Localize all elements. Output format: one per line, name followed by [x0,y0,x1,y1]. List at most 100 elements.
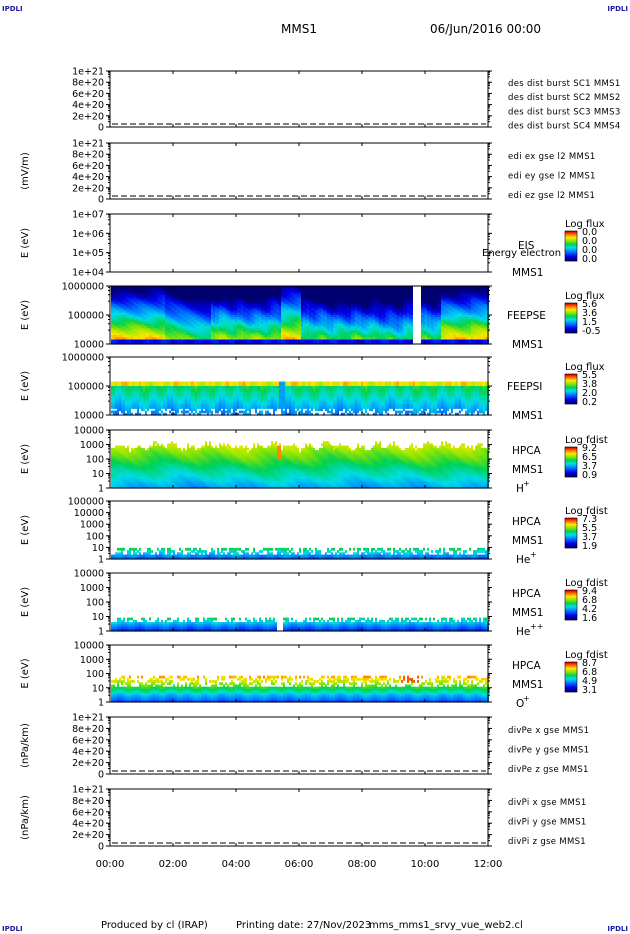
heatmap-cell [153,335,155,338]
heatmap-cell [125,312,127,316]
heatmap-cell [121,321,123,325]
heatmap-cell [123,308,125,312]
heatmap-cell [195,312,197,316]
heatmap-cell [155,332,157,336]
heatmap-cell [151,288,153,292]
heatmap-cell [133,315,135,318]
heatmap-cell [121,290,123,294]
heatmap-cell [135,337,137,341]
heatmap-cell [175,294,177,298]
heatmap-cell [163,319,165,323]
heatmap-cell [177,319,179,323]
legend-entry: edi ey gse l2 MMS1 [508,172,596,182]
heatmap-cell [197,328,199,332]
heatmap-cell [155,341,157,345]
heatmap-cell [117,323,119,327]
heatmap-cell [177,328,179,332]
heatmap-cell [127,332,129,336]
heatmap-cell [115,319,117,323]
heatmap-cell [163,308,165,312]
heatmap-cell [139,290,141,294]
heatmap-cell [119,297,121,300]
heatmap-cell [153,339,155,343]
heatmap-cell [199,290,201,294]
heatmap-cell [197,286,199,289]
heatmap-cell [189,299,191,303]
heatmap-cell [199,303,201,307]
heatmap-cell [157,321,159,325]
heatmap-cell [129,328,131,332]
heatmap-cell [193,308,195,312]
heatmap-cell [157,290,159,294]
heatmap-cell [183,337,185,341]
colorbar-cell [565,255,577,257]
heatmap-cell [169,294,171,298]
heatmap-cell [111,319,113,323]
heatmap-cell [201,326,203,329]
heatmap-cell [131,317,133,321]
heatmap-cell [155,297,157,300]
heatmap-cell [153,303,155,307]
heatmap-cell [187,294,189,298]
heatmap-cell [149,310,151,314]
heatmap-cell [173,299,175,303]
heatmap-cell [125,286,127,289]
colorbar-cell [565,235,577,237]
heatmap-cell [201,288,203,292]
heatmap-cell [139,301,141,305]
heatmap-cell [111,290,113,294]
heatmap-cell [115,297,117,300]
heatmap-cell [131,312,133,316]
heatmap-cell [161,339,163,343]
heatmap-cell [121,337,123,341]
heatmap-cell [111,301,113,305]
heatmap-cell [117,286,119,289]
heatmap-cell [205,303,207,307]
heatmap-cell [197,337,199,341]
heatmap-cell [197,332,199,336]
heatmap-cell [111,341,113,345]
heatmap-cell [165,301,167,305]
heatmap-cell [155,303,157,307]
heatmap-cell [125,326,127,329]
heatmap-cell [203,330,205,334]
heatmap-cell [191,337,193,341]
heatmap-cell [123,290,125,294]
heatmap-cell [167,323,169,327]
heatmap-cell [201,312,203,316]
heatmap-cell [199,310,201,314]
heatmap-cell [171,312,173,316]
heatmap-cell [169,290,171,294]
heatmap-cell [145,286,147,289]
heatmap-cell [113,328,115,332]
heatmap-cell [139,332,141,336]
heatmap-cell [151,303,153,307]
heatmap-cell [113,339,115,343]
heatmap-cell [203,312,205,316]
heatmap-cell [171,286,173,289]
heatmap-cell [191,328,193,332]
heatmap-cell [149,337,151,341]
heatmap-cell [129,317,131,321]
heatmap-cell [151,310,153,314]
heatmap-cell [185,317,187,321]
heatmap-cell [177,294,179,298]
heatmap-cell [197,341,199,345]
corner-label-top-right: IPDLI [607,5,628,13]
heatmap-cell [131,297,133,300]
heatmap-cell [143,326,145,329]
heatmap-cell [203,294,205,298]
heatmap-cell [187,312,189,316]
heatmap-cell [123,326,125,329]
heatmap-cell [201,341,203,345]
heatmap-cell [173,306,175,309]
heatmap-cell [171,294,173,298]
heatmap-cell [171,310,173,314]
heatmap-cell [113,315,115,318]
heatmap-cell [153,330,155,334]
heatmap-cell [147,330,149,334]
heatmap-cell [115,308,117,312]
heatmap-cell [133,319,135,323]
heatmap-cell [139,288,141,292]
heatmap-cell [143,292,145,296]
